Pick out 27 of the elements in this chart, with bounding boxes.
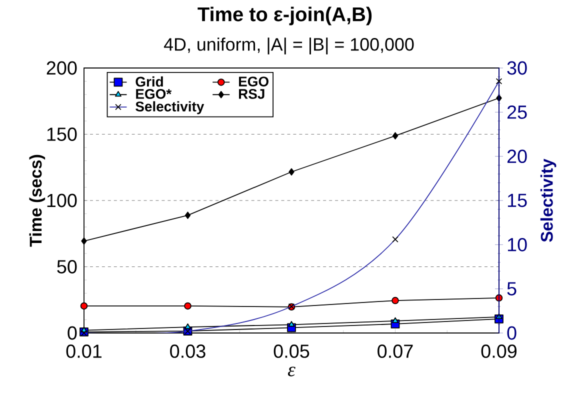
y-tick-label: 150 <box>47 128 77 141</box>
x-tick-label: 0.07 <box>378 344 413 358</box>
legend-label: EGO <box>239 76 268 86</box>
x-tick-label: 0.01 <box>66 344 102 358</box>
chart-title: Time to ε-join(A,B) <box>198 6 372 26</box>
legend-label: Selectivity <box>136 101 204 114</box>
y-tick-label: 50 <box>57 260 77 274</box>
chart-subtitle: 4D, uniform, |A| = |B| = 100,000 <box>164 38 414 54</box>
legend-label: RSJ <box>239 88 264 99</box>
y-axis-title: Time (secs) <box>29 154 46 247</box>
y-tick-label: 200 <box>46 61 77 75</box>
legend-label: EGO* <box>136 88 172 99</box>
x-tick-label: 0.03 <box>170 344 206 358</box>
y2-tick-label: 20 <box>507 150 527 164</box>
y2-tick-label: 30 <box>507 61 527 75</box>
y2-tick-label: 0 <box>507 326 516 340</box>
y2-tick-label: 5 <box>507 282 516 296</box>
y2-tick-label: 10 <box>508 238 527 252</box>
x-axis-title: ε <box>288 366 296 376</box>
y2-tick-label: 15 <box>508 194 527 208</box>
y2-tick-label: 25 <box>507 105 527 119</box>
y2-axis-title: Selectivity <box>540 158 556 242</box>
y-tick-label: 100 <box>47 194 77 208</box>
legend-label: Grid <box>136 76 163 87</box>
x-tick-label: 0.05 <box>274 344 310 358</box>
y-tick-label: 0 <box>68 326 77 340</box>
x-tick-label: 0.09 <box>481 344 517 358</box>
